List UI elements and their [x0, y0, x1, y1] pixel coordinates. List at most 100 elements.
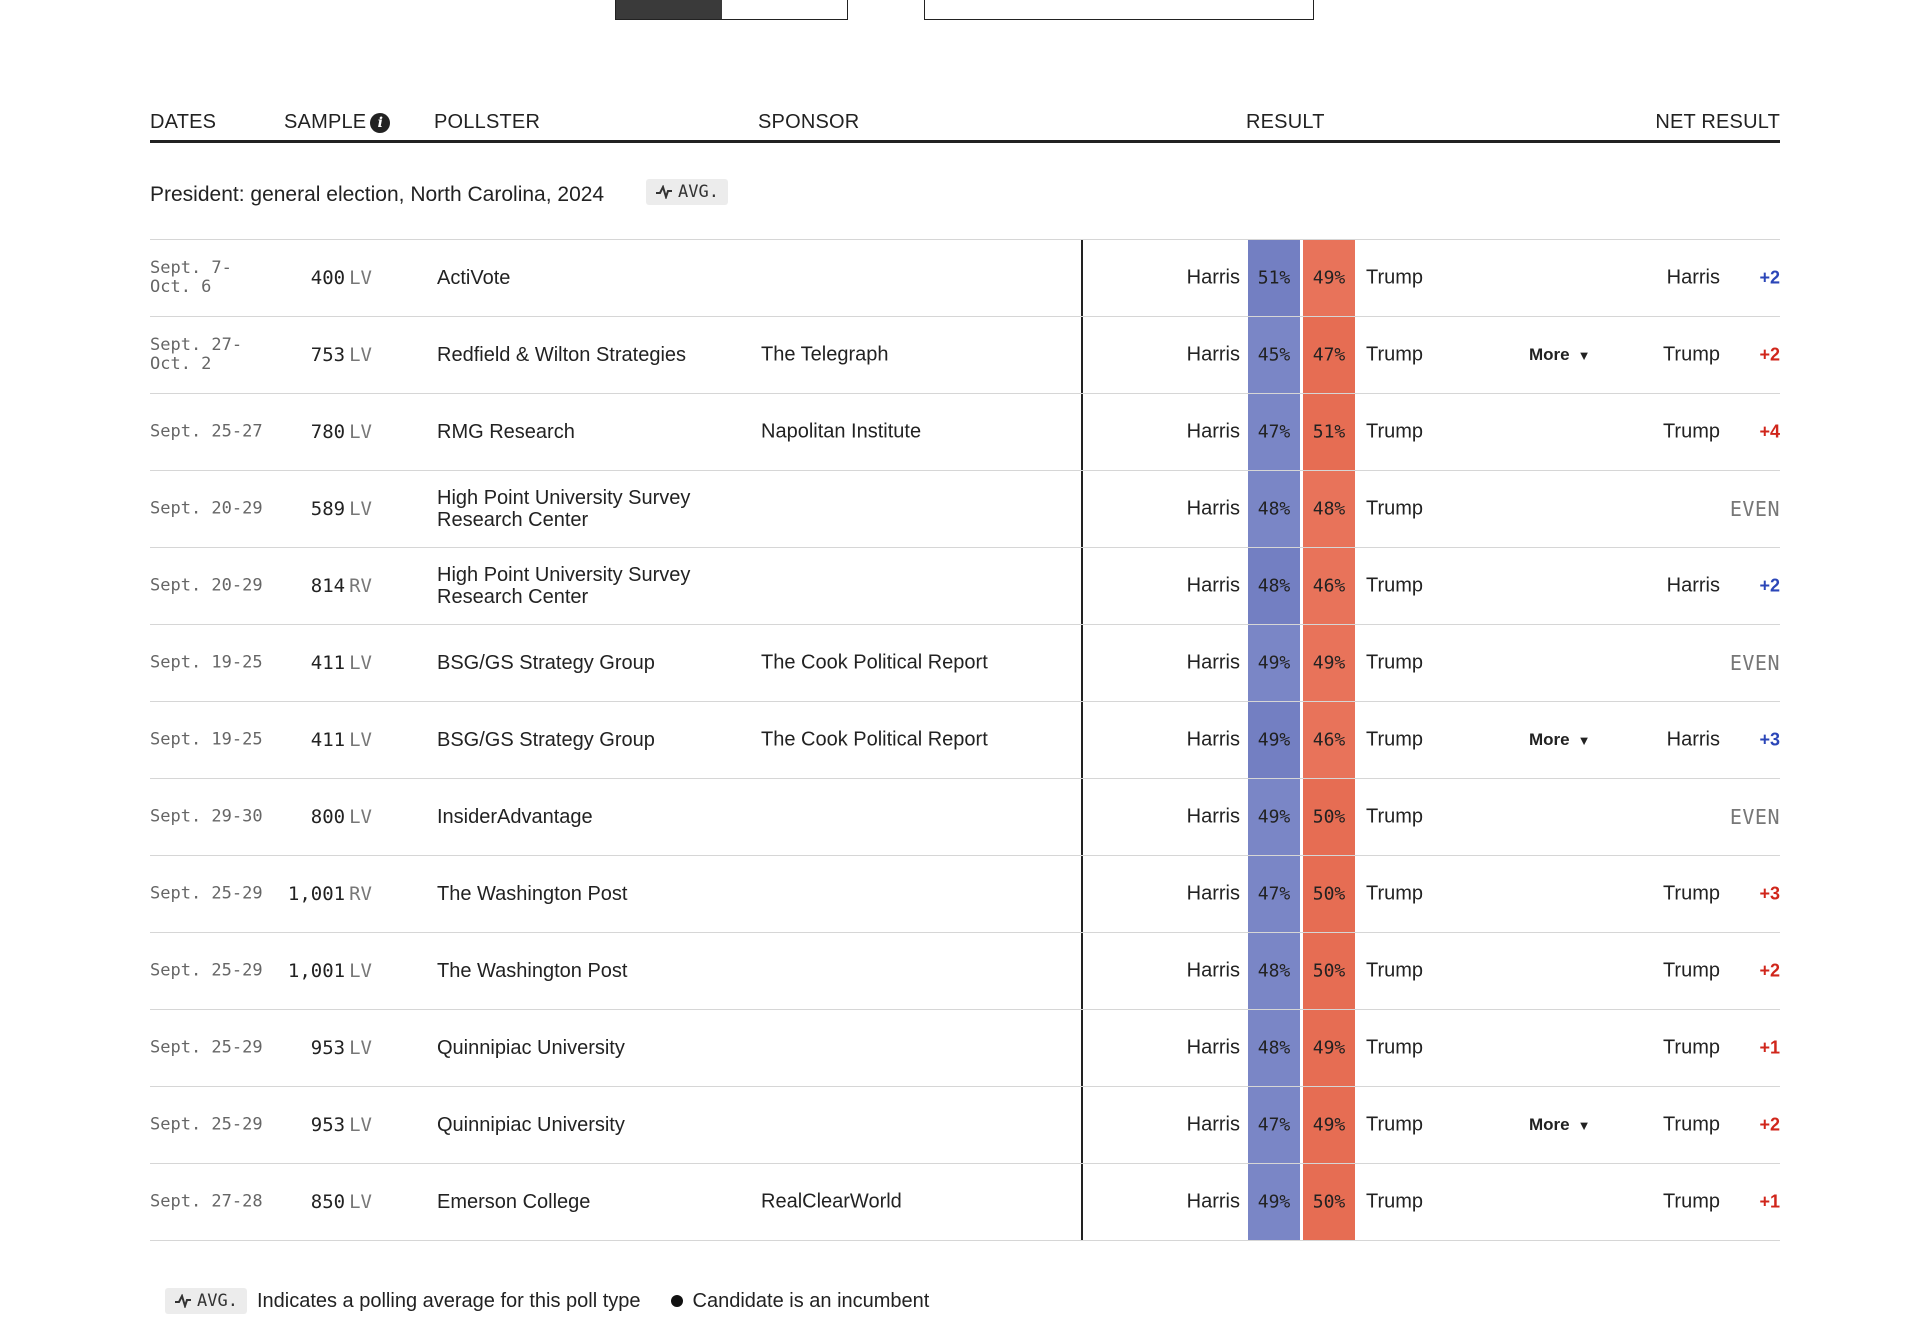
- table-row[interactable]: Sept. 20-29 589 LV High Point University Su…: [150, 471, 1780, 548]
- table-row[interactable]: Sept. 25-29 1,001 RV The Washington Post Har…: [150, 856, 1780, 933]
- dem-result-pct: 48%: [1257, 1037, 1291, 1059]
- table-row[interactable]: Sept. 19-25 411 LV BSG/GS Strategy Group The…: [150, 702, 1780, 779]
- rep-result-bar: 50%: [1303, 1164, 1355, 1240]
- poll-dates: Sept. 20-29: [150, 576, 270, 596]
- avg-badge[interactable]: AVG.: [646, 179, 728, 205]
- dem-result-bar: 49%: [1248, 625, 1300, 701]
- pollster-name[interactable]: High Point University Survey Research Ce…: [437, 564, 691, 608]
- poll-dates: Sept. 25-27: [150, 421, 270, 442]
- pollster-name[interactable]: BSG/GS Strategy Group: [437, 729, 655, 751]
- sample-population: LV: [349, 267, 372, 289]
- rep-candidate-name: Trump: [1366, 343, 1424, 366]
- trend-icon: [656, 185, 672, 199]
- rep-result-bar: 46%: [1303, 548, 1355, 624]
- table-header: DATES SAMPLE i POLLSTER SPONSOR RESULT NE…: [150, 100, 1780, 143]
- sample-population: LV: [349, 1191, 372, 1213]
- header-sponsor[interactable]: SPONSOR: [758, 111, 860, 133]
- table-row[interactable]: Sept. 19-25 411 LV BSG/GS Strategy Group The…: [150, 625, 1780, 702]
- rep-candidate-name: Trump: [1366, 882, 1424, 905]
- pollster-name[interactable]: Quinnipiac University: [437, 1114, 625, 1136]
- sample-population: LV: [349, 960, 372, 982]
- rep-result-bar: 49%: [1303, 625, 1355, 701]
- pollster-name[interactable]: InsiderAdvantage: [437, 806, 593, 828]
- poll-dates-line: Sept. 7-: [150, 258, 232, 278]
- rep-candidate-name: Trump: [1366, 1113, 1424, 1136]
- table-row[interactable]: Sept. 25-29 953 LV Quinnipiac University Har…: [150, 1087, 1780, 1164]
- pollster-name[interactable]: BSG/GS Strategy Group: [437, 652, 655, 674]
- header-net-result[interactable]: NET RESULT: [1655, 111, 1780, 133]
- view-toggle-inactive-option[interactable]: [722, 0, 847, 19]
- view-toggle[interactable]: [615, 0, 848, 20]
- result-divider: [1081, 625, 1083, 701]
- info-icon[interactable]: i: [370, 113, 391, 133]
- sample-size: 850: [310, 1191, 346, 1213]
- sponsor-name: RealClearWorld: [761, 1190, 902, 1213]
- rep-result-bar: 50%: [1303, 779, 1355, 855]
- more-label: More: [1529, 345, 1570, 364]
- poll-dates: Sept. 25-29: [150, 1038, 270, 1058]
- sample-population: LV: [349, 421, 372, 443]
- more-toggle[interactable]: More ▼: [1529, 345, 1591, 365]
- dem-candidate-name: Harris: [1186, 1036, 1240, 1059]
- dem-result-bar: 49%: [1248, 1164, 1300, 1240]
- dem-result-pct: 51%: [1257, 267, 1291, 289]
- pollster-name[interactable]: Emerson College: [437, 1191, 591, 1213]
- legend-avg-label: AVG.: [197, 1291, 238, 1311]
- header-pollster[interactable]: POLLSTER: [434, 111, 541, 133]
- pollster-name[interactable]: The Washington Post: [437, 960, 628, 982]
- sample-population: LV: [349, 498, 372, 520]
- table-row[interactable]: Sept. 25-29 953 LV Quinnipiac University Har…: [150, 1010, 1780, 1087]
- poll-sample: 411 LV: [260, 729, 372, 751]
- result-divider: [1081, 1087, 1083, 1163]
- result-divider: [1081, 1164, 1083, 1240]
- sample-size: 1,001: [287, 960, 346, 982]
- net-result-leader: Harris: [1666, 728, 1720, 751]
- pollster-name[interactable]: ActiVote: [437, 267, 511, 289]
- pollster-name[interactable]: Quinnipiac University: [437, 1037, 625, 1059]
- net-result-leader: Trump: [1662, 1036, 1720, 1059]
- poll-sample: 411 LV: [260, 652, 372, 674]
- trend-icon: [175, 1294, 191, 1308]
- poll-dates-line: Sept. 20-29: [150, 498, 263, 519]
- table-row[interactable]: Sept. 25-29 1,001 LV The Washington Post Har…: [150, 933, 1780, 1010]
- sponsor-name: The Cook Political Report: [761, 728, 988, 751]
- dem-result-pct: 48%: [1257, 960, 1291, 982]
- more-toggle[interactable]: More ▼: [1529, 730, 1591, 750]
- table-row[interactable]: Sept. 25-27 780 LV RMG Research Napolitan In…: [150, 394, 1780, 471]
- pollster-name[interactable]: Redfield & Wilton Strategies: [437, 344, 687, 366]
- rep-candidate-name: Trump: [1366, 420, 1424, 443]
- header-sample[interactable]: SAMPLE i: [284, 111, 391, 134]
- header-dates[interactable]: DATES: [150, 111, 217, 133]
- poll-sample: 753 LV: [260, 344, 372, 366]
- pollster-name[interactable]: The Washington Post: [437, 883, 628, 905]
- header-result[interactable]: RESULT: [1246, 111, 1325, 133]
- rep-candidate-name: Trump: [1366, 959, 1424, 982]
- result-divider: [1081, 471, 1083, 547]
- pollster-name[interactable]: High Point University Survey Research Ce…: [437, 487, 691, 531]
- net-result-margin: +1: [1759, 1191, 1780, 1212]
- search-input[interactable]: [924, 0, 1314, 20]
- sample-size: 753: [310, 344, 346, 366]
- sample-size: 411: [310, 729, 346, 751]
- table-row[interactable]: Sept. 27-28 850 LV Emerson College RealClear…: [150, 1164, 1780, 1241]
- view-toggle-active-option[interactable]: [616, 0, 722, 19]
- poll-dates-line: Sept. 25-27: [150, 421, 263, 442]
- result-divider: [1081, 394, 1083, 470]
- sponsor-name: The Cook Political Report: [761, 651, 988, 674]
- poll-dates-line: Sept. 29-30: [150, 806, 263, 827]
- dem-result-pct: 45%: [1257, 344, 1291, 366]
- pollster-name[interactable]: RMG Research: [437, 421, 575, 443]
- table-row[interactable]: Sept. 7- Oct. 6 400 LV ActiVote Harris 51% 49% T…: [150, 240, 1780, 317]
- table-row[interactable]: Sept. 29-30 800 LV InsiderAdvantage Harris 49…: [150, 779, 1780, 856]
- net-result-even: EVEN: [1729, 805, 1780, 829]
- poll-sample: 589 LV: [260, 498, 372, 520]
- rep-candidate-name: Trump: [1366, 1190, 1424, 1213]
- sample-population: RV: [349, 883, 372, 905]
- legend: AVG. Indicates a polling average for thi…: [165, 1288, 929, 1314]
- dem-candidate-name: Harris: [1186, 420, 1240, 443]
- rep-result-bar: 47%: [1303, 317, 1355, 393]
- more-toggle[interactable]: More ▼: [1529, 1115, 1591, 1135]
- table-row[interactable]: Sept. 27- Oct. 2 753 LV Redfield & Wilton St…: [150, 317, 1780, 394]
- sample-size: 953: [310, 1114, 346, 1136]
- table-row[interactable]: Sept. 20-29 814 RV High Point University Su…: [150, 548, 1780, 625]
